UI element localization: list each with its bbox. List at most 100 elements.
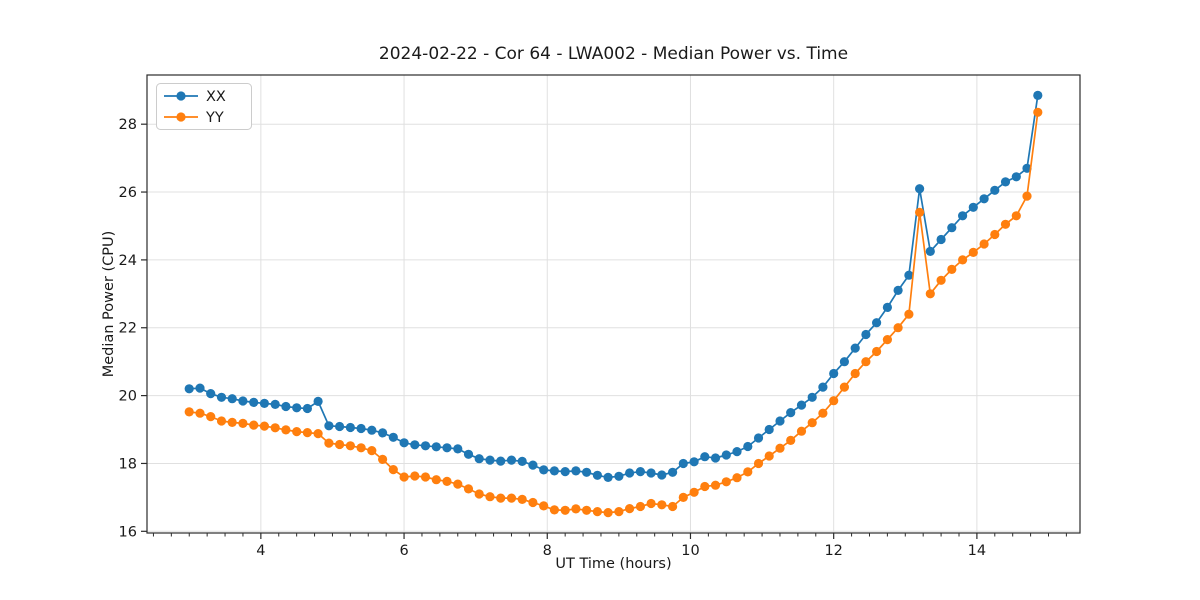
series-yy-marker xyxy=(399,472,409,482)
series-yy-marker xyxy=(678,492,688,502)
series-xx-marker xyxy=(474,454,484,464)
x-tick-label: 12 xyxy=(824,543,842,559)
series-yy-marker xyxy=(635,501,646,512)
series-yy-marker xyxy=(388,465,398,475)
series-xx-marker xyxy=(775,416,785,426)
series-xx-marker xyxy=(420,441,431,451)
series-yy-marker xyxy=(603,507,613,518)
series-xx-marker xyxy=(786,408,796,418)
series-yy-marker xyxy=(958,255,968,265)
series-yy-marker xyxy=(378,454,388,464)
series-xx-marker xyxy=(764,424,774,435)
legend-yy-label: YY xyxy=(205,110,224,126)
series-xx-marker xyxy=(238,396,248,406)
series-yy-marker xyxy=(796,426,807,436)
chart-title: 2024-02-22 - Cor 64 - LWA002 - Median Po… xyxy=(378,44,849,64)
series-xx-marker xyxy=(743,441,753,452)
series-yy-marker xyxy=(1000,219,1011,229)
series-xx-marker xyxy=(270,399,280,409)
series-xx-marker xyxy=(485,455,495,465)
series-xx-marker xyxy=(249,397,259,407)
series-xx-marker xyxy=(861,329,871,340)
series-xx-marker xyxy=(635,467,646,477)
legend-xx-label: XX xyxy=(206,89,226,105)
series-xx-marker xyxy=(313,396,323,406)
series-yy-marker xyxy=(206,412,216,422)
y-tick-label: 20 xyxy=(119,389,137,405)
series-xx-marker xyxy=(925,246,935,256)
series-xx-marker xyxy=(324,421,334,431)
series-yy-marker xyxy=(807,418,817,428)
series-yy-marker xyxy=(313,429,323,439)
series-xx-marker xyxy=(990,185,1000,195)
series-yy-marker xyxy=(925,289,935,299)
series-yy-marker xyxy=(882,335,893,345)
series-yy-marker xyxy=(302,428,312,438)
series-yy-marker xyxy=(968,247,978,257)
series-xx-marker xyxy=(356,423,366,434)
series-xx-marker xyxy=(947,223,957,233)
series-yy-marker xyxy=(571,504,581,514)
x-axis-label: UT Time (hours) xyxy=(555,556,672,572)
series-xx-line xyxy=(189,95,1039,479)
series-yy-marker xyxy=(936,275,946,285)
series-xx-marker xyxy=(872,318,882,328)
series-xx-marker xyxy=(753,433,764,443)
series-yy-marker xyxy=(195,408,205,418)
legend-yy-marker xyxy=(176,112,186,122)
series-yy-marker xyxy=(324,438,334,448)
series-yy-marker xyxy=(345,441,355,451)
series-xx-marker xyxy=(431,442,441,452)
series-yy-marker xyxy=(335,439,345,450)
series-xx-marker xyxy=(335,421,345,432)
series-xx-marker xyxy=(506,455,517,465)
series-xx-marker xyxy=(378,428,388,438)
series-xx-marker xyxy=(958,211,968,221)
series-yy-marker xyxy=(227,417,237,427)
series-yy-marker xyxy=(850,368,860,379)
series-yy-marker xyxy=(292,427,302,437)
series-yy-marker xyxy=(549,505,560,515)
series-yy-marker xyxy=(238,418,248,428)
series-xx-marker xyxy=(442,443,452,453)
series-xx-marker xyxy=(259,398,269,408)
series-yy-marker xyxy=(184,407,194,417)
series-yy-marker xyxy=(453,479,463,489)
series-xx-marker xyxy=(850,343,860,353)
series-xx-marker xyxy=(796,400,807,410)
series-xx-marker xyxy=(453,444,463,454)
series-yy-marker xyxy=(281,425,291,435)
series-xx-marker xyxy=(592,470,603,480)
series-yy-marker xyxy=(625,504,635,514)
series-xx-marker xyxy=(732,447,742,457)
series-xx-marker xyxy=(206,389,216,399)
y-axis-label: Median Power (CPU) xyxy=(101,230,117,378)
series-xx-marker xyxy=(302,403,312,414)
series-yy-marker xyxy=(614,507,624,517)
series-xx-marker xyxy=(528,460,538,470)
series-yy-marker xyxy=(818,408,828,418)
series-yy-marker xyxy=(872,346,882,357)
series-xx-marker xyxy=(549,466,560,476)
y-tick-label: 18 xyxy=(119,456,137,472)
series-xx-marker xyxy=(818,382,828,392)
series-xx-marker xyxy=(893,285,903,295)
x-tick-label: 8 xyxy=(543,543,552,559)
y-tick-label: 28 xyxy=(119,117,137,133)
x-tick-label: 6 xyxy=(399,543,408,559)
series-yy-marker xyxy=(1011,211,1021,221)
series-yy-marker xyxy=(506,493,517,503)
series-yy-marker xyxy=(764,451,774,461)
legend-xx-marker xyxy=(176,91,186,101)
series-yy-marker xyxy=(904,309,914,319)
series-yy-marker xyxy=(839,382,850,392)
y-tick-label: 24 xyxy=(119,253,137,269)
series-xx-marker xyxy=(710,453,721,463)
series-yy-marker xyxy=(474,489,484,499)
series-xx-marker xyxy=(721,450,731,460)
series-yy-marker xyxy=(270,423,280,433)
series-yy-marker xyxy=(463,484,474,494)
series-xx-marker xyxy=(1000,177,1011,187)
series-xx-marker xyxy=(367,425,377,435)
